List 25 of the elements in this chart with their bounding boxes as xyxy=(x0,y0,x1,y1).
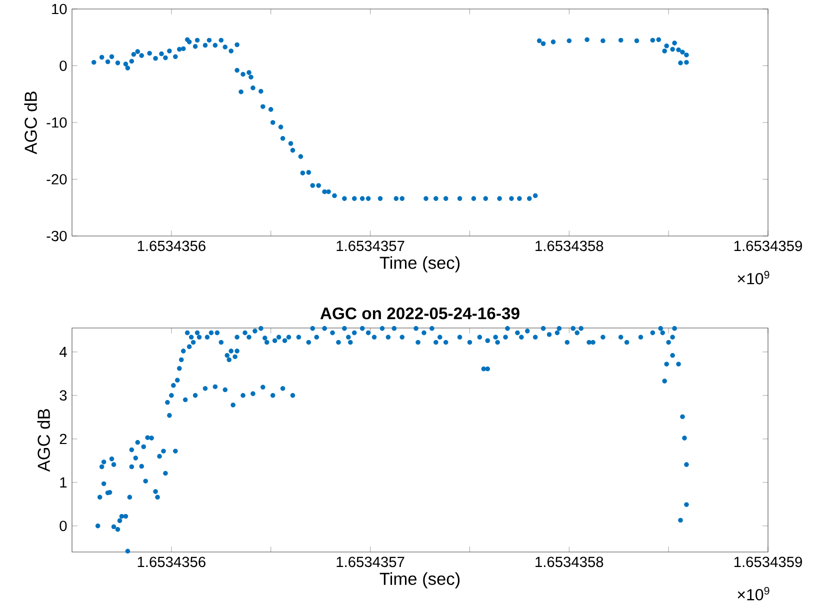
x-tick-label: 1.6534358 xyxy=(536,556,604,568)
text: ×10$^{9}$ xyxy=(738,270,770,284)
y-tick-label: 4 xyxy=(59,346,67,357)
y-tick-label: 0 xyxy=(60,60,67,71)
x-tick-label: 1.6534356 xyxy=(138,240,206,252)
x-tick-label: 1.6534359 xyxy=(734,556,802,568)
y-tick-label: -10 xyxy=(46,117,67,128)
y-tick-label: 0 xyxy=(60,520,67,532)
y-axis-title: AGC dB xyxy=(24,92,37,154)
x-tick-label: 1.6534359 xyxy=(734,240,802,252)
x-axis-title: Time (sec) xyxy=(380,256,460,272)
x-tick-label: 1.6534358 xyxy=(536,240,604,252)
y-tick-label: 10 xyxy=(52,4,67,14)
y-tick-label: 3 xyxy=(60,390,67,401)
chart-title: AGC on 2022-05-24-16-39 xyxy=(320,307,520,320)
x-tick-label: 1.6534357 xyxy=(336,240,404,252)
y-axis-title: AGC dB xyxy=(37,409,50,472)
x-tick-label: 1.6534356 xyxy=(138,556,206,568)
x-tick-label: 1.6534357 xyxy=(336,556,404,568)
y-tick-label: -20 xyxy=(46,174,67,184)
x-axis-title: Time (sec) xyxy=(380,572,460,588)
y-tick-label: 2 xyxy=(60,434,67,444)
y-tick-label: -30 xyxy=(46,230,67,242)
y-tick-label: 1 xyxy=(60,477,67,488)
text: ×10$^{9}$ xyxy=(738,586,770,600)
